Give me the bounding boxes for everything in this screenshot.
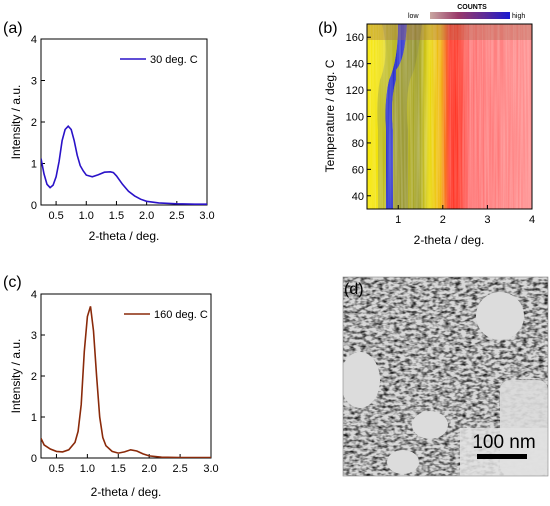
panel-c-legend-label: 160 deg. C [154, 309, 208, 321]
panel-b-x-axis-label: 2-theta / deg. [414, 233, 485, 247]
panel-c-y-tick-label: 4 [31, 289, 37, 301]
panel-b-x-ticks: 1 2 3 4 [395, 205, 535, 226]
panel-b-x-tick-label: 4 [529, 214, 535, 226]
panel-b-y-tick-label: 100 [346, 112, 364, 124]
panel-d-label: (d) [344, 281, 364, 298]
panel-b-x-tick-label: 1 [395, 214, 401, 226]
panel-a-x-tick-label: 1.0 [79, 210, 94, 222]
panel-a-y-tick-label: 3 [31, 76, 37, 88]
micrograph-void [343, 352, 380, 408]
panel-b-y-axis-label: Temperature / deg. C [323, 59, 337, 172]
panel-a-x-tick-label: 1.5 [109, 210, 124, 222]
panel-b-y-tick-label: 160 [346, 32, 364, 44]
panel-a-y-ticks: 0 1 2 3 4 [31, 34, 45, 212]
panel-c-x-tick-label: 1.5 [111, 463, 126, 475]
panel-c-label: (c) [3, 274, 22, 291]
panel-c-y-tick-label: 2 [31, 371, 37, 383]
panel-c-x-axis-label: 2-theta / deg. [91, 485, 162, 499]
panel-b: (b) 1 2 3 4 40 60 80 100 120 140 160 COUNTS low h… [318, 4, 535, 247]
colorbar-gradient [430, 12, 510, 19]
colorbar-title: COUNTS [457, 4, 487, 11]
panel-a-y-tick-label: 4 [31, 34, 37, 46]
panel-c-y-axis-label: Intensity / a.u. [9, 339, 23, 414]
micrograph-void [387, 450, 419, 474]
panel-a-y-tick-label: 1 [31, 159, 37, 171]
panel-a-x-tick-label: 2.0 [139, 210, 154, 222]
panel-a-x-tick-label: 0.5 [48, 210, 63, 222]
panel-c-y-tick-label: 0 [31, 453, 37, 465]
panel-a-x-axis-label: 2-theta / deg. [89, 229, 160, 243]
panel-a-y-tick-label: 0 [31, 200, 37, 212]
panel-a-label: (a) [3, 20, 23, 37]
panel-a-y-tick-label: 2 [31, 117, 37, 129]
panel-c-y-tick-label: 3 [31, 330, 37, 342]
panel-c-x-ticks: 0.5 1.0 1.5 2.0 2.5 3.0 [49, 454, 219, 475]
panel-b-y-tick-label: 120 [346, 85, 364, 97]
panel-a-x-tick-label: 3.0 [199, 210, 214, 222]
panel-a-series-line [41, 125, 207, 205]
panel-c-series-line [41, 306, 211, 458]
heatmap [367, 24, 532, 209]
panel-d: (d) 100 nm [342, 276, 549, 477]
colorbar-high-label: high [512, 13, 525, 20]
scale-bar-label: 100 nm [472, 432, 535, 453]
panel-d-frame [342, 276, 549, 477]
panel-b-y-tick-label: 60 [352, 164, 364, 176]
panel-b-y-tick-label: 40 [352, 191, 364, 203]
panel-b-x-tick-label: 2 [440, 214, 446, 226]
colorbar-low-label: low [408, 13, 419, 20]
panel-c-x-tick-label: 1.0 [80, 463, 95, 475]
panel-c-y-ticks: 0 1 2 3 4 [31, 289, 45, 465]
micrograph-void [476, 292, 524, 340]
panel-b-y-tick-label: 140 [346, 59, 364, 71]
tem-micrograph [343, 277, 548, 476]
panel-b-x-tick-label: 3 [484, 214, 490, 226]
panel-b-y-ticks: 40 60 80 100 120 140 160 [346, 32, 371, 203]
panel-a-legend-label: 30 deg. C [150, 54, 198, 66]
panel-a-x-tick-label: 2.5 [169, 210, 184, 222]
panel-c-y-tick-label: 1 [31, 412, 37, 424]
panel-b-label: (b) [318, 20, 338, 37]
panel-a-y-axis-label: Intensity / a.u. [9, 85, 23, 160]
micrograph-void [412, 411, 448, 439]
panel-c-x-tick-label: 2.5 [172, 463, 187, 475]
panel-a: (a) 0.5 1.0 1.5 2.0 2.5 3.0 0 1 2 3 4 30 deg. C 2… [3, 20, 215, 243]
colorbar: COUNTS low high [408, 4, 525, 20]
scale-bar [477, 454, 527, 459]
panel-c-x-tick-label: 0.5 [49, 463, 64, 475]
panel-c-x-tick-label: 3.0 [203, 463, 218, 475]
panel-b-y-tick-label: 80 [352, 138, 364, 150]
panel-c-x-tick-label: 2.0 [142, 463, 157, 475]
